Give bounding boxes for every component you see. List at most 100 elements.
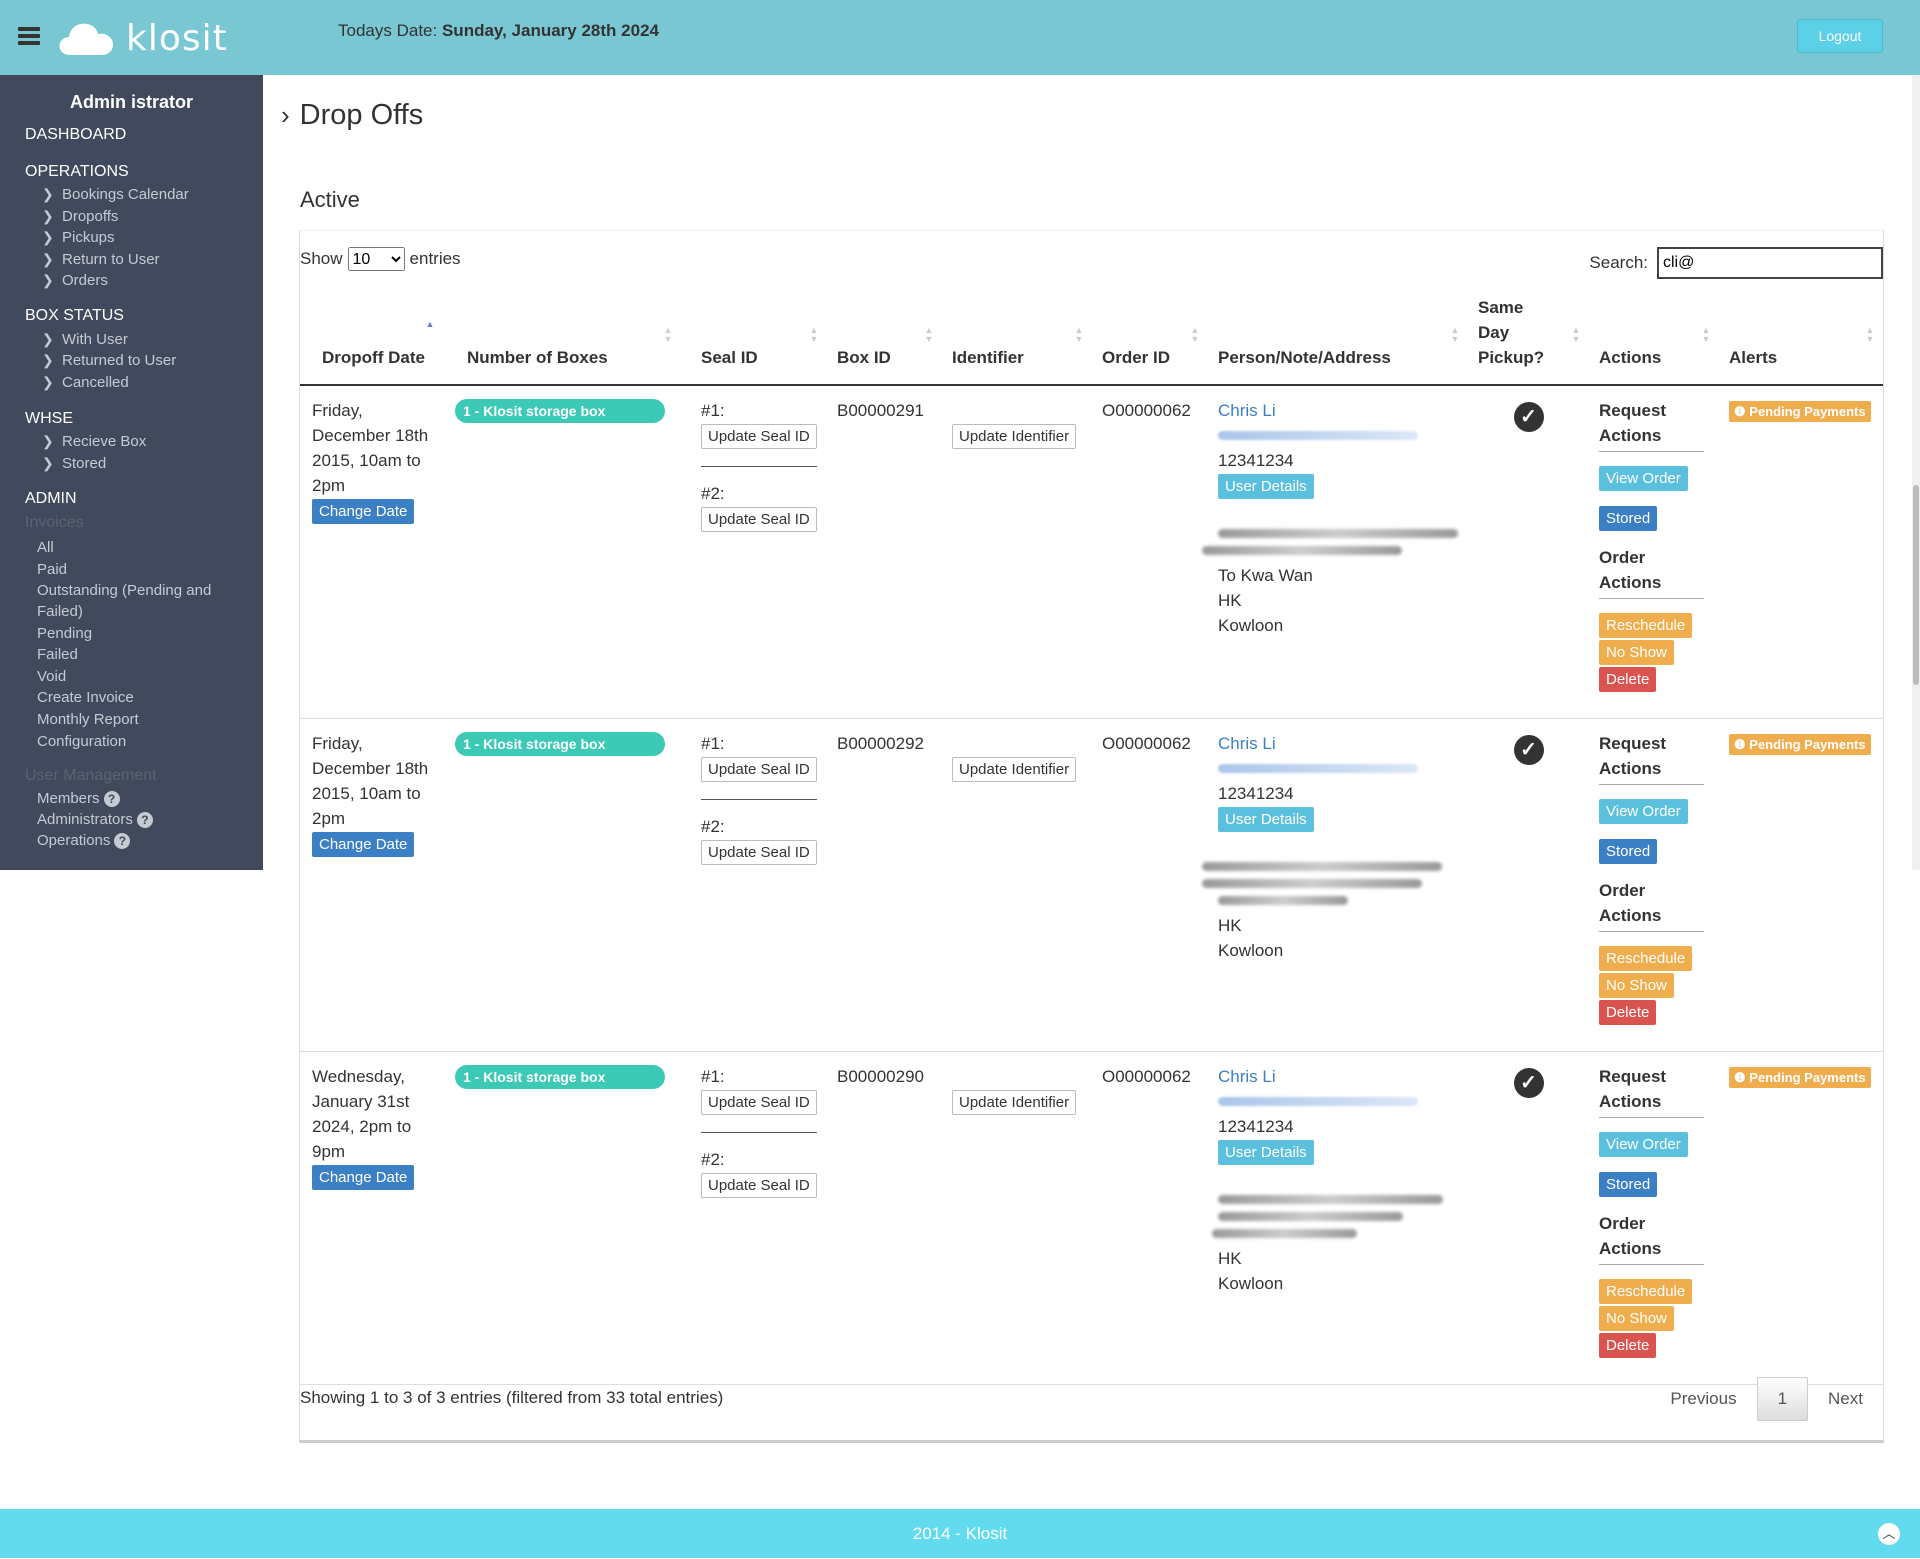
person-link[interactable]: Chris Li: [1218, 733, 1276, 753]
no-show-button[interactable]: No Show: [1599, 972, 1674, 998]
sidebar-item-return-to-user[interactable]: ❯ Return to User: [42, 251, 160, 268]
sidebar-heading-whse: WHSE: [25, 410, 73, 427]
sidebar-item-all[interactable]: All: [37, 539, 54, 556]
entries-select[interactable]: 10: [347, 247, 405, 271]
logo[interactable]: klosit: [58, 18, 228, 59]
scrollbar-thumb[interactable]: [1913, 485, 1919, 685]
view-order-button[interactable]: View Order: [1599, 1131, 1688, 1157]
sidebar-item-label: Dropoffs: [62, 208, 119, 225]
sidebar-item-outstanding-cont[interactable]: Failed): [37, 603, 83, 620]
sidebar-item-configuration[interactable]: Configuration: [37, 733, 127, 750]
sidebar-item-stored[interactable]: ❯ Stored: [42, 455, 106, 472]
col-seal-id[interactable]: Seal ID ▲ ▼: [681, 295, 827, 386]
update-seal-2-button[interactable]: Update Seal ID: [701, 1172, 817, 1198]
section-heading: Active: [300, 187, 360, 212]
next-page-button[interactable]: Next: [1828, 1389, 1863, 1408]
seal-2-label: #2:: [701, 816, 725, 836]
user-details-button[interactable]: User Details: [1218, 806, 1314, 832]
reschedule-button[interactable]: Reschedule: [1599, 945, 1693, 971]
view-order-button[interactable]: View Order: [1599, 466, 1688, 491]
previous-page-button[interactable]: Previous: [1670, 1389, 1737, 1408]
scrollbar[interactable]: [1912, 75, 1920, 870]
menu-toggle-icon[interactable]: [18, 27, 40, 45]
seal-divider: [701, 449, 817, 467]
update-identifier-button[interactable]: Update Identifier: [952, 756, 1077, 782]
chevron-right-icon: ❯: [42, 374, 54, 390]
col-same-day-pickup[interactable]: Same Day Pickup? ▲ ▼: [1468, 295, 1589, 386]
person-link[interactable]: Chris Li: [1218, 1066, 1276, 1086]
col-label: Order ID: [1102, 348, 1171, 367]
sidebar-item-with-user[interactable]: ❯ With User: [42, 331, 128, 348]
sidebar-item-recieve-box[interactable]: ❯ Recieve Box: [42, 433, 146, 450]
sidebar-item-create-invoice[interactable]: Create Invoice: [37, 689, 134, 706]
page-1-button[interactable]: 1: [1756, 1377, 1809, 1421]
sidebar-item-monthly-report[interactable]: Monthly Report: [37, 711, 139, 728]
sidebar-item-members[interactable]: Members?: [37, 790, 120, 807]
help-icon[interactable]: ?: [136, 812, 153, 828]
col-identifier[interactable]: Identifier ▲ ▼: [942, 295, 1092, 386]
sidebar-item-pending[interactable]: Pending: [37, 625, 93, 642]
sidebar-item-orders[interactable]: ❯ Orders: [42, 272, 108, 289]
change-date-button[interactable]: Change Date: [312, 499, 415, 524]
person-link[interactable]: Chris Li: [1218, 401, 1276, 420]
no-show-button[interactable]: No Show: [1599, 1305, 1674, 1331]
exclamation-circle-icon: ❶: [1734, 736, 1746, 752]
col-number-of-boxes[interactable]: Number of Boxes ▲ ▼: [443, 295, 681, 386]
no-show-button[interactable]: No Show: [1599, 640, 1674, 665]
sidebar-item-cancelled[interactable]: ❯ Cancelled: [42, 374, 129, 391]
stored-button[interactable]: Stored: [1599, 506, 1658, 531]
pagination: Previous 1 Next: [1650, 1377, 1883, 1421]
sidebar-item-dropoffs[interactable]: ❯ Dropoffs: [42, 208, 118, 225]
pending-payments-badge: ❶ Pending Payments: [1729, 1066, 1871, 1088]
sidebar-item-label: Bookings Calendar: [62, 186, 189, 203]
sidebar-item-pickups[interactable]: ❯ Pickups: [42, 229, 115, 246]
sidebar-item-returned-to-user[interactable]: ❯ Returned to User: [42, 352, 176, 369]
delete-button[interactable]: Delete: [1599, 1332, 1657, 1358]
user-details-button[interactable]: User Details: [1218, 474, 1314, 499]
alert-label: Pending Payments: [1749, 1069, 1866, 1085]
delete-button[interactable]: Delete: [1599, 667, 1657, 692]
reschedule-button[interactable]: Reschedule: [1599, 1278, 1693, 1304]
chevron-right-icon: ❯: [42, 186, 54, 202]
col-person[interactable]: Person/Note/Address ▲ ▼: [1208, 295, 1468, 386]
sidebar-item-operations[interactable]: Operations?: [37, 832, 131, 849]
update-seal-1-button[interactable]: Update Seal ID: [701, 424, 817, 449]
dropoff-date: Friday, December 18th 2015, 10am to 2pm: [312, 733, 429, 828]
change-date-button[interactable]: Change Date: [312, 831, 415, 857]
col-dropoff-date[interactable]: Dropoff Date ▲: [300, 295, 443, 386]
update-identifier-button[interactable]: Update Identifier: [952, 424, 1077, 449]
box-type-badge: 1 - Klosit storage box: [455, 399, 665, 423]
delete-button[interactable]: Delete: [1599, 999, 1657, 1025]
update-seal-1-button[interactable]: Update Seal ID: [701, 1089, 817, 1115]
col-actions[interactable]: Actions ▲ ▼: [1589, 295, 1719, 386]
col-alerts[interactable]: Alerts ▲ ▼: [1719, 295, 1883, 386]
update-identifier-button[interactable]: Update Identifier: [952, 1089, 1077, 1115]
logout-button[interactable]: Logout: [1797, 19, 1883, 53]
stored-button[interactable]: Stored: [1599, 838, 1658, 864]
seal-1-label: #1:: [701, 401, 725, 420]
sidebar-item-void[interactable]: Void: [37, 668, 67, 685]
seal-1-label: #1:: [701, 733, 725, 753]
sidebar-item-paid[interactable]: Paid: [37, 561, 68, 578]
col-order-id[interactable]: Order ID ▲ ▼: [1092, 295, 1208, 386]
sidebar-item-administrators[interactable]: Administrators?: [37, 811, 153, 828]
sidebar-item-dashboard[interactable]: DASHBOARD: [25, 126, 127, 143]
help-icon[interactable]: ?: [103, 791, 120, 807]
sidebar-item-failed[interactable]: Failed: [37, 646, 78, 663]
help-icon[interactable]: ?: [114, 833, 131, 849]
reschedule-button[interactable]: Reschedule: [1599, 613, 1693, 638]
update-seal-2-button[interactable]: Update Seal ID: [701, 507, 817, 532]
chevron-right-icon: ❯: [42, 455, 54, 471]
update-seal-2-button[interactable]: Update Seal ID: [701, 839, 817, 865]
col-box-id[interactable]: Box ID ▲ ▼: [827, 295, 942, 386]
sidebar-item-bookings-calendar[interactable]: ❯ Bookings Calendar: [42, 186, 189, 203]
view-order-button[interactable]: View Order: [1599, 798, 1688, 824]
update-seal-1-button[interactable]: Update Seal ID: [701, 756, 817, 782]
chevron-up-icon[interactable]: ︿: [1878, 1523, 1900, 1545]
col-label: Same Day Pickup?: [1478, 298, 1545, 367]
sidebar-item-outstanding[interactable]: Outstanding (Pending and: [37, 582, 212, 599]
user-details-button[interactable]: User Details: [1218, 1139, 1314, 1165]
search-input[interactable]: [1657, 247, 1883, 279]
change-date-button[interactable]: Change Date: [312, 1164, 415, 1190]
stored-button[interactable]: Stored: [1599, 1171, 1658, 1197]
